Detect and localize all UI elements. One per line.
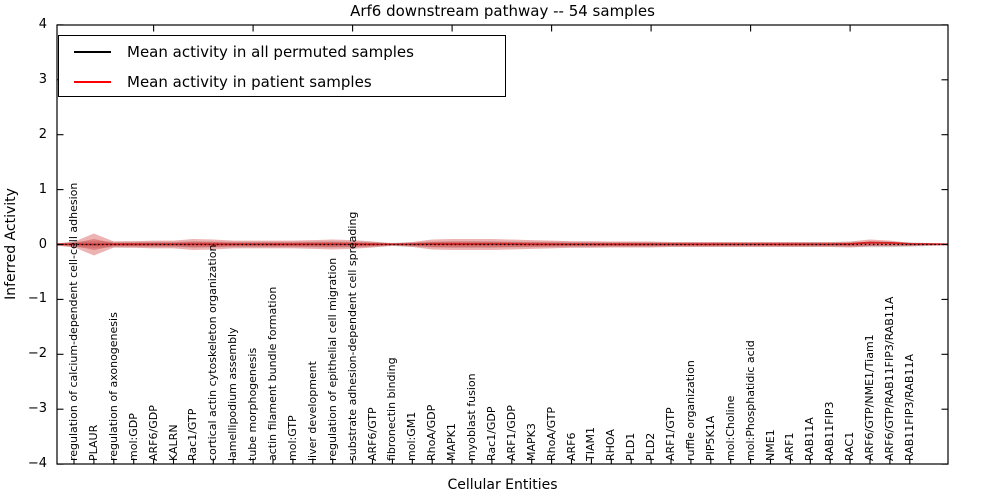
x-tick-label: MAPK3 bbox=[524, 423, 538, 461]
y-tick-label: −4 bbox=[27, 456, 47, 472]
x-tick-label: Rac1/GTP bbox=[186, 408, 200, 461]
x-tick-label: ruffle organization bbox=[683, 360, 697, 461]
x-tick-label: cortical actin cytoskeleton organization bbox=[206, 244, 220, 461]
y-tick-label: 1 bbox=[38, 181, 47, 197]
x-tick-label: ARF6/GTP/RAB11FIP3/RAB11A bbox=[882, 296, 896, 461]
x-tick-label: ARF1/GTP bbox=[664, 407, 677, 461]
x-tick-label: RAB11FIP3 bbox=[823, 401, 837, 461]
x-tick-label: NME1 bbox=[763, 429, 777, 461]
legend-item-patient: Mean activity in patient samples bbox=[59, 67, 505, 96]
x-tick-label: lamellipodium assembly bbox=[226, 327, 240, 461]
black-line-sample-icon bbox=[74, 50, 111, 53]
x-tick-label: Rac1/GDP bbox=[484, 406, 498, 461]
x-tick-label: RhoA/GTP bbox=[544, 406, 558, 461]
x-tick-label: mol:GTP bbox=[285, 415, 299, 461]
x-tick-label: regulation of calcium-dependent cell-cel… bbox=[67, 182, 80, 461]
y-tick-label: 0 bbox=[38, 236, 47, 252]
x-tick-label: PIP5K1A bbox=[703, 415, 717, 461]
x-axis-label: Cellular Entities bbox=[447, 477, 558, 493]
x-tick-label: regulation of axonogenesis bbox=[106, 312, 120, 461]
x-tick-label: TIAM1 bbox=[584, 427, 598, 461]
x-tick-label: ARF6/GTP bbox=[365, 407, 379, 461]
x-tick-label: mol:Choline bbox=[723, 395, 737, 461]
x-tick-label: ARF6/GDP bbox=[146, 405, 160, 461]
x-tick-label: ARF6 bbox=[564, 432, 578, 462]
x-tick-label: myoblast fusion bbox=[465, 373, 478, 461]
x-tick-label: RHOA bbox=[604, 429, 618, 461]
x-tick-label: substrate adhesion-dependent cell spread… bbox=[345, 211, 359, 461]
x-tick-label: actin filament bundle formation bbox=[266, 286, 279, 461]
legend: Mean activity in all permuted samples Me… bbox=[58, 35, 506, 97]
legend-item-permuted: Mean activity in all permuted samples bbox=[59, 37, 505, 66]
x-tick-label: ARF1/GDP bbox=[504, 405, 518, 461]
chart-title: Arf6 downstream pathway -- 54 samples bbox=[350, 2, 655, 20]
x-tick-label: RAB11A bbox=[803, 417, 817, 461]
x-tick-label: PLD2 bbox=[644, 432, 658, 461]
red-line-sample-icon bbox=[74, 80, 111, 83]
y-tick-label: 3 bbox=[38, 71, 47, 87]
y-tick-label: 2 bbox=[38, 126, 47, 142]
y-tick-label: −2 bbox=[27, 346, 47, 362]
legend-label: Mean activity in all permuted samples bbox=[127, 42, 414, 61]
x-tick-label: RhoA/GDP bbox=[425, 404, 439, 461]
x-tick-label: mol:Phosphatidic acid bbox=[743, 340, 757, 461]
x-tick-label: liver development bbox=[305, 361, 319, 461]
x-tick-label: ARF6/GTP/NME1/Tiam1 bbox=[863, 334, 876, 461]
y-tick-label: −3 bbox=[27, 401, 47, 417]
x-tick-label: KALRN bbox=[166, 424, 180, 461]
x-tick-label: tube morphogenesis bbox=[246, 347, 260, 461]
x-tick-label: RAC1 bbox=[843, 431, 857, 461]
y-tick-label: −1 bbox=[27, 291, 47, 307]
x-tick-label: RAB11FIP3/RAB11A bbox=[902, 354, 916, 461]
x-tick-label: mol:GDP bbox=[126, 413, 140, 461]
x-tick-label: PLD1 bbox=[624, 432, 638, 461]
x-tick-label: ARF1 bbox=[783, 432, 797, 462]
y-tick-label: 4 bbox=[38, 16, 47, 32]
legend-label: Mean activity in patient samples bbox=[127, 72, 372, 91]
x-tick-label: fibronectin binding bbox=[385, 357, 399, 461]
x-tick-label: regulation of epithelial cell migration bbox=[325, 257, 339, 461]
x-tick-label: MAPK1 bbox=[445, 423, 459, 461]
x-tick-label: PLAUR bbox=[86, 424, 100, 461]
x-tick-label: mol:GM1 bbox=[405, 411, 419, 461]
